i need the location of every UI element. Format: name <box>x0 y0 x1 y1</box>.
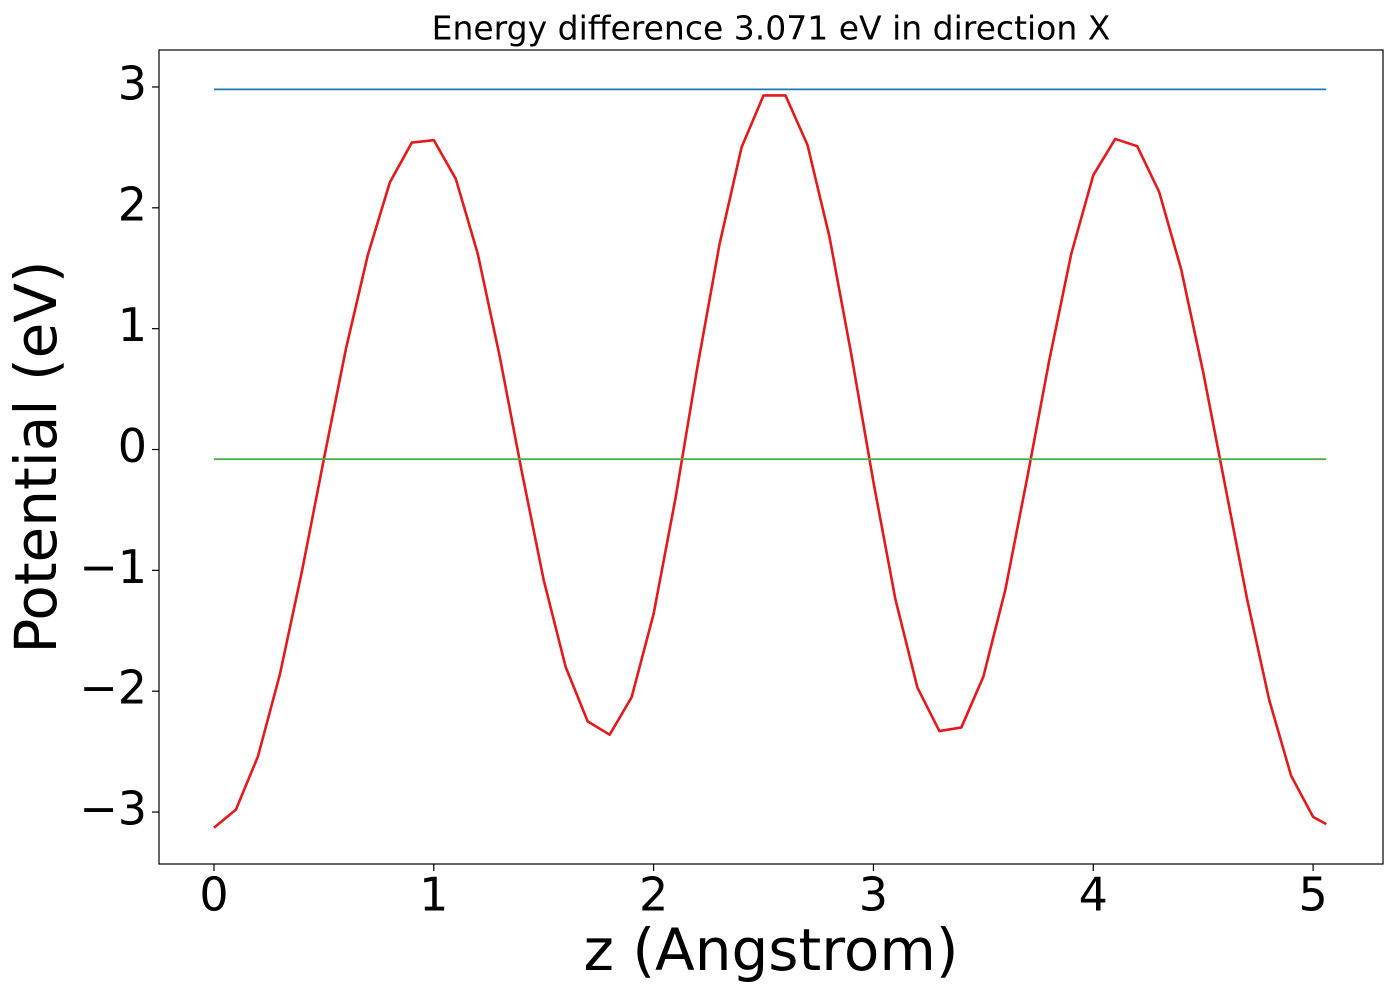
y-axis-label: Potential (eV) <box>2 260 70 653</box>
x-tick-label: 2 <box>639 868 668 922</box>
chart-title: Energy difference 3.071 eV in direction … <box>432 9 1111 48</box>
plot-frame <box>158 49 1384 865</box>
x-tick-label: 0 <box>199 868 228 922</box>
y-tick-label: −1 <box>79 540 147 594</box>
y-tick-label: −3 <box>79 782 147 836</box>
x-tick-label: 1 <box>419 868 448 922</box>
y-tick-label: 2 <box>118 177 147 231</box>
line-series <box>213 94 1327 829</box>
x-tick-label: 4 <box>1079 868 1108 922</box>
y-tick-label: 3 <box>118 56 147 110</box>
y-tick-label: −2 <box>79 661 147 715</box>
x-axis-label: z (Angstrom) <box>584 916 959 984</box>
y-tick-label: 0 <box>118 419 147 473</box>
x-tick-label: 3 <box>859 868 888 922</box>
x-tick-label: 5 <box>1298 868 1327 922</box>
y-tick-label: 1 <box>118 298 147 352</box>
